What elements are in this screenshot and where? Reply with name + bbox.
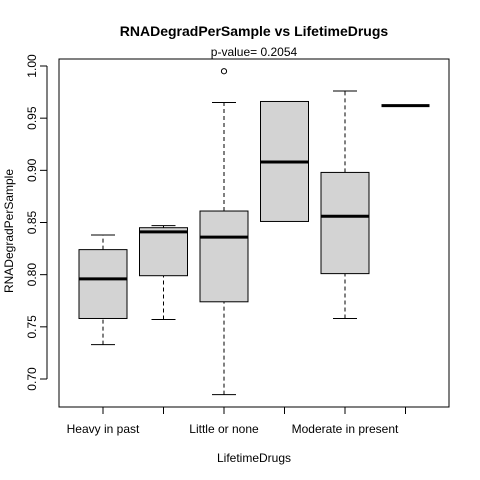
box-group	[199, 68, 249, 396]
outlier-point	[220, 68, 228, 75]
box-group	[320, 90, 370, 319]
y-axis-label: RNADegradPerSample	[2, 169, 16, 293]
y-tick-label: 0.80	[25, 263, 39, 287]
y-tick-label: 0.70	[25, 367, 39, 391]
box-group	[260, 100, 309, 222]
chart-marks: 0.70 0.75 0.80 0.85 0.90 0.95 1.00 Heavy in pas…	[25, 54, 430, 436]
x-tick-label: Heavy in past	[67, 422, 140, 436]
chart-title: RNADegradPerSample vs LifetimeDrugs	[120, 23, 389, 39]
x-axis-label: LifetimeDrugs	[217, 451, 291, 465]
box-body	[78, 249, 128, 319]
chart-subtitle: p-value= 0.2054	[211, 45, 298, 59]
y-tick-label: 0.85	[25, 210, 39, 234]
y-tick-label: 0.95	[25, 106, 39, 130]
y-tick-label: 0.75	[25, 315, 39, 339]
y-tick-label: 1.00	[25, 54, 39, 78]
y-tick-label: 0.90	[25, 158, 39, 182]
x-tick-label: Little or none	[189, 422, 259, 436]
box-group	[78, 234, 128, 346]
box-body	[139, 227, 188, 277]
box-group	[139, 225, 188, 321]
box-body	[320, 171, 370, 275]
x-tick-label: Moderate in present	[292, 422, 399, 436]
box-body	[199, 210, 249, 303]
